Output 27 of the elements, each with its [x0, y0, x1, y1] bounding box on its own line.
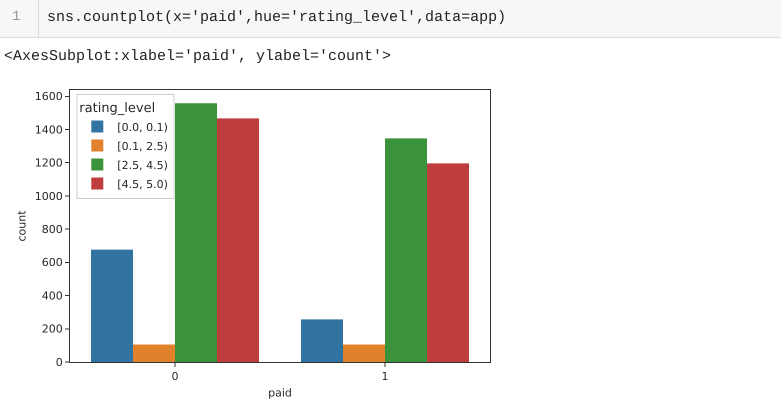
bar	[385, 138, 427, 362]
bar	[175, 103, 217, 362]
legend-label: [0.1, 2.5)	[117, 140, 168, 153]
legend-label: [0.0, 0.1)	[117, 120, 168, 134]
y-tick-label: 1200	[34, 156, 63, 170]
text: sns.countplot(x='paid',hue='rating_level',data=app)	[47, 9, 506, 26]
y-tick-label: 1600	[34, 90, 63, 104]
y-tick-label: 200	[42, 322, 63, 336]
y-tick-label: 800	[42, 223, 63, 236]
bar	[301, 319, 343, 362]
text: 1	[12, 9, 22, 25]
legend-title: rating_level	[79, 100, 156, 116]
bar	[217, 118, 259, 362]
legend-label: [4.5, 5.0)	[117, 178, 168, 191]
bar	[133, 344, 175, 362]
text: <AxesSubplot:xlabel='paid', ylabel='count'>	[4, 48, 392, 65]
y-tick-label: 1400	[34, 123, 63, 136]
y-tick-label: 1000	[34, 190, 63, 203]
legend-label: [2.5, 4.5)	[117, 158, 168, 172]
bar	[427, 163, 469, 362]
x-axis-title: paid	[268, 386, 292, 400]
y-tick-label: 0	[56, 356, 63, 369]
y-tick-label: 400	[42, 289, 63, 302]
bar	[343, 344, 385, 362]
y-tick-label: 600	[42, 256, 63, 270]
y-axis-title: count	[15, 210, 28, 242]
bar	[91, 250, 133, 362]
